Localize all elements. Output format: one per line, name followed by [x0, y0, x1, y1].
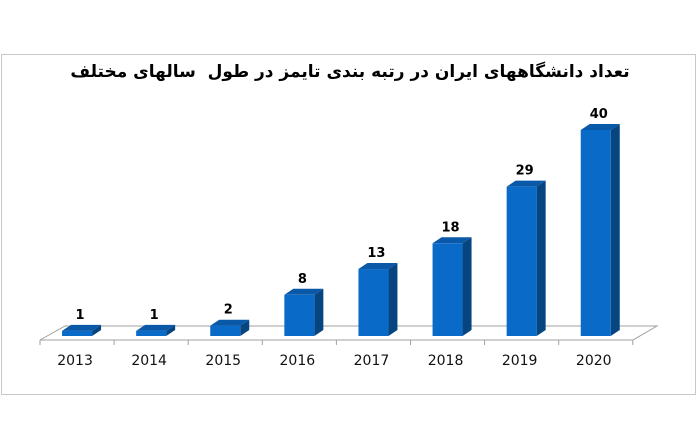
x-axis-labels: 2013 2014 2015 2016 2017 2018 2019 2020	[57, 353, 611, 369]
chart-frame	[1, 54, 696, 395]
data-label: 1	[150, 308, 159, 323]
x-axis-label: 2020	[576, 353, 612, 369]
chart-floor	[39, 325, 659, 341]
x-axis-label: 2019	[502, 353, 538, 369]
data-labels: 1 1 2 8 13 18 29 40	[76, 107, 608, 323]
bar-2014	[136, 324, 176, 336]
bar-2015	[210, 319, 250, 336]
data-label: 13	[367, 246, 385, 261]
data-label: 2	[224, 303, 233, 318]
data-label: 29	[516, 164, 534, 179]
bar-2018	[432, 237, 472, 336]
x-axis-label: 2016	[280, 353, 316, 369]
bar-series	[62, 124, 620, 336]
data-label: 1	[76, 308, 85, 323]
x-axis-label: 2017	[354, 353, 390, 369]
x-axis-label: 2018	[428, 353, 464, 369]
data-label: 18	[442, 220, 460, 235]
x-axis-label: 2015	[205, 353, 241, 369]
x-axis-ticks	[39, 340, 634, 345]
bar-2019	[506, 180, 546, 336]
bar-2013	[62, 324, 102, 336]
chart-title: تعداد دانشگاههای ایران در رتبه بندی تایم…	[70, 62, 630, 82]
x-axis-label: 2013	[57, 353, 93, 369]
x-axis-label: 2014	[131, 353, 167, 369]
bar-2017	[358, 263, 398, 336]
bar-2016	[284, 288, 324, 336]
data-label: 8	[298, 272, 307, 287]
bar-2020	[580, 124, 620, 336]
data-label: 40	[590, 107, 608, 122]
